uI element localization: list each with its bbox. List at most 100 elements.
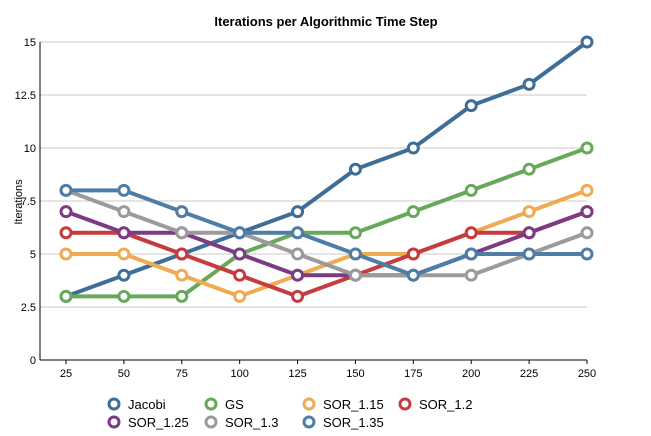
legend-marker	[107, 397, 121, 411]
data-point	[580, 183, 594, 197]
x-tick-label: 25	[60, 368, 72, 380]
legend-item: SOR_1.3	[204, 415, 278, 430]
legend-label: SOR_1.35	[323, 415, 384, 430]
data-point	[580, 247, 594, 261]
data-point	[59, 205, 73, 219]
legend-label: SOR_1.2	[419, 397, 472, 412]
y-tick-label: 5	[30, 249, 36, 261]
legend-marker	[107, 415, 121, 429]
x-tick-label: 125	[288, 368, 306, 380]
y-tick-labels: 0 2.5 5 7.5 10 12.5 15	[15, 37, 36, 367]
legend-marker	[204, 397, 218, 411]
data-point	[406, 247, 420, 261]
legend-item: Jacobi	[107, 397, 166, 412]
legend-label: SOR_1.15	[323, 397, 384, 412]
x-tick-label: 50	[118, 368, 130, 380]
x-tick-label: 225	[520, 368, 538, 380]
data-point	[580, 141, 594, 155]
series-line	[64, 209, 589, 278]
series-gs	[59, 141, 594, 303]
series-line	[64, 40, 589, 299]
legend-marker	[302, 397, 316, 411]
legend-item: SOR_1.25	[107, 415, 189, 430]
legend-item: SOR_1.35	[302, 415, 384, 430]
y-tick-label: 2.5	[21, 302, 36, 314]
y-tick-label: 10	[24, 143, 36, 155]
data-point	[522, 77, 536, 91]
data-point	[175, 289, 189, 303]
data-point	[464, 268, 478, 282]
x-tick-label: 150	[346, 368, 364, 380]
data-point	[348, 162, 362, 176]
series-sor-1-35	[59, 183, 594, 282]
data-point	[464, 226, 478, 240]
axes	[39, 42, 588, 364]
legend: Jacobi GS SOR_1.15 SOR_1.2 SOR_1.25 SOR_1.3 SO…	[107, 397, 472, 430]
series-line	[64, 188, 589, 278]
legend-marker	[204, 415, 218, 429]
x-tick-label: 100	[230, 368, 248, 380]
data-point	[348, 268, 362, 282]
data-point	[117, 183, 131, 197]
legend-marker	[398, 397, 412, 411]
legend-label: SOR_1.25	[128, 415, 189, 430]
y-tick-label: 0	[30, 355, 36, 367]
data-point	[175, 268, 189, 282]
legend-item: SOR_1.2	[398, 397, 472, 412]
data-point	[291, 289, 305, 303]
legend-marker	[302, 415, 316, 429]
data-point	[580, 226, 594, 240]
data-point	[117, 247, 131, 261]
data-point	[233, 268, 247, 282]
data-point	[117, 289, 131, 303]
data-point	[291, 268, 305, 282]
series-line	[64, 146, 589, 299]
data-point	[175, 247, 189, 261]
series-line	[64, 188, 589, 278]
x-tick-label: 200	[462, 368, 480, 380]
data-point	[464, 247, 478, 261]
data-point	[580, 35, 594, 49]
data-point	[233, 247, 247, 261]
x-tick-label: 175	[404, 368, 422, 380]
data-point	[59, 289, 73, 303]
y-tick-label: 15	[24, 37, 36, 49]
legend-label: Jacobi	[128, 397, 166, 412]
data-point	[117, 205, 131, 219]
y-axis-label: Iterations	[13, 179, 25, 225]
data-point	[175, 226, 189, 240]
data-point	[406, 141, 420, 155]
y-tick-label: 7.5	[21, 196, 36, 208]
legend-label: SOR_1.3	[225, 415, 278, 430]
gridlines	[40, 41, 587, 361]
data-point	[175, 205, 189, 219]
chart-title: Iterations per Algorithmic Time Step	[214, 14, 437, 29]
data-point	[233, 289, 247, 303]
legend-item: GS	[204, 397, 244, 412]
data-point	[59, 247, 73, 261]
data-point	[406, 268, 420, 282]
data-point	[522, 226, 536, 240]
legend-label: GS	[225, 397, 244, 412]
data-point	[59, 226, 73, 240]
data-point	[522, 247, 536, 261]
data-point	[291, 247, 305, 261]
x-tick-label: 75	[176, 368, 188, 380]
data-point	[117, 226, 131, 240]
series-lines	[59, 35, 594, 303]
data-point	[291, 226, 305, 240]
data-point	[233, 226, 247, 240]
x-tick-label: 250	[578, 368, 596, 380]
data-point	[580, 205, 594, 219]
data-point	[117, 268, 131, 282]
data-point	[406, 205, 420, 219]
data-point	[291, 205, 305, 219]
data-point	[348, 247, 362, 261]
data-point	[464, 183, 478, 197]
data-point	[522, 205, 536, 219]
legend-item: SOR_1.15	[302, 397, 384, 412]
data-point	[59, 183, 73, 197]
x-tick-labels: 25 50 75 100 125 150 175 200 225 250	[60, 368, 596, 380]
y-tick-label: 12.5	[15, 90, 36, 102]
